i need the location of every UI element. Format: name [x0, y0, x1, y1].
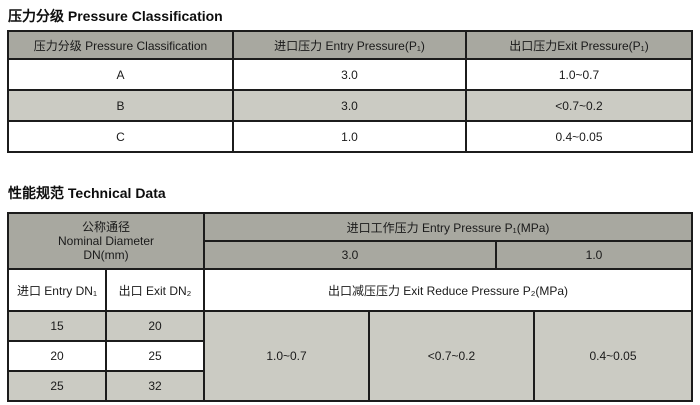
entry-pressure-value-high: 3.0 [203, 240, 497, 270]
nominal-diameter-header: 公称通径 Nominal Diameter DN(mm) [7, 212, 205, 270]
entry-dn-cell: 15 [7, 310, 107, 342]
exit-dn-cell: 32 [105, 370, 205, 402]
entry-dn-header: 进口 Entry DN₁ [7, 268, 107, 312]
exit-dn-header: 出口 Exit DN₂ [105, 268, 205, 312]
nominal-diameter-line-cn: 公称通径 [81, 220, 130, 234]
exit-pressure-range-1: 1.0~0.7 [203, 310, 370, 402]
nominal-diameter-line-unit: DN(mm) [83, 248, 129, 262]
dn-row-3: 25 32 [7, 370, 692, 402]
table-row-grade-a: A 3.0 1.0~0.7 [7, 58, 693, 91]
technical-data-table: 公称通径 Nominal Diameter DN(mm) 进口工作压力 Entr… [7, 212, 693, 402]
exit-dn-cell: 25 [105, 340, 205, 372]
dn-row-1: 15 20 1.0~0.7 <0.7~0.2 0.4~0.05 [7, 310, 693, 402]
nominal-diameter-line-en: Nominal Diameter [57, 234, 155, 248]
technical-header-row-3: 进口 Entry DN₁ 出口 Exit DN₂ 出口减压压力 Exit Red… [7, 268, 693, 312]
entry-working-pressure-header: 进口工作压力 Entry Pressure P₁(MPa) [203, 212, 693, 242]
exit-dn-cell: 20 [105, 310, 205, 342]
exit-pressure-cell: 1.0~0.7 [465, 58, 693, 91]
entry-pressure-cell: 3.0 [232, 58, 467, 91]
technical-data-title: 性能规范 Technical Data [8, 185, 166, 201]
entry-pressure-cell: 3.0 [232, 89, 467, 122]
technical-header-row-1: 公称通径 Nominal Diameter DN(mm) 进口工作压力 Entr… [7, 212, 693, 270]
header-entry-pressure: 进口压力 Entry Pressure(P₁) [232, 30, 467, 60]
table-header-row: 压力分级 Pressure Classification 进口压力 Entry … [7, 30, 693, 60]
technical-header-row-2: 3.0 1.0 [8, 240, 693, 270]
exit-pressure-cell: 0.4~0.05 [465, 120, 693, 153]
table-row-grade-b: B 3.0 <0.7~0.2 [7, 89, 693, 122]
grade-cell: C [7, 120, 234, 153]
dn-row-2: 20 25 [7, 340, 692, 372]
table-row-grade-c: C 1.0 0.4~0.05 [7, 120, 693, 153]
grade-cell: B [7, 89, 234, 122]
header-exit-pressure: 出口压力Exit Pressure(P₁) [465, 30, 693, 60]
entry-pressure-cell: 1.0 [232, 120, 467, 153]
entry-dn-cell: 25 [7, 370, 107, 402]
pressure-classification-title: 压力分级 Pressure Classification [8, 8, 223, 24]
header-pressure-class: 压力分级 Pressure Classification [7, 30, 234, 60]
exit-pressure-range-2: <0.7~0.2 [368, 310, 535, 402]
grade-cell: A [7, 58, 234, 91]
pressure-classification-table: 压力分级 Pressure Classification 进口压力 Entry … [7, 30, 693, 153]
entry-dn-cell: 20 [7, 340, 107, 372]
exit-pressure-cell: <0.7~0.2 [465, 89, 693, 122]
entry-pressure-value-low: 1.0 [495, 240, 693, 270]
exit-reduce-pressure-header: 出口减压压力 Exit Reduce Pressure P₂(MPa) [203, 268, 693, 312]
exit-pressure-range-3: 0.4~0.05 [533, 310, 693, 402]
